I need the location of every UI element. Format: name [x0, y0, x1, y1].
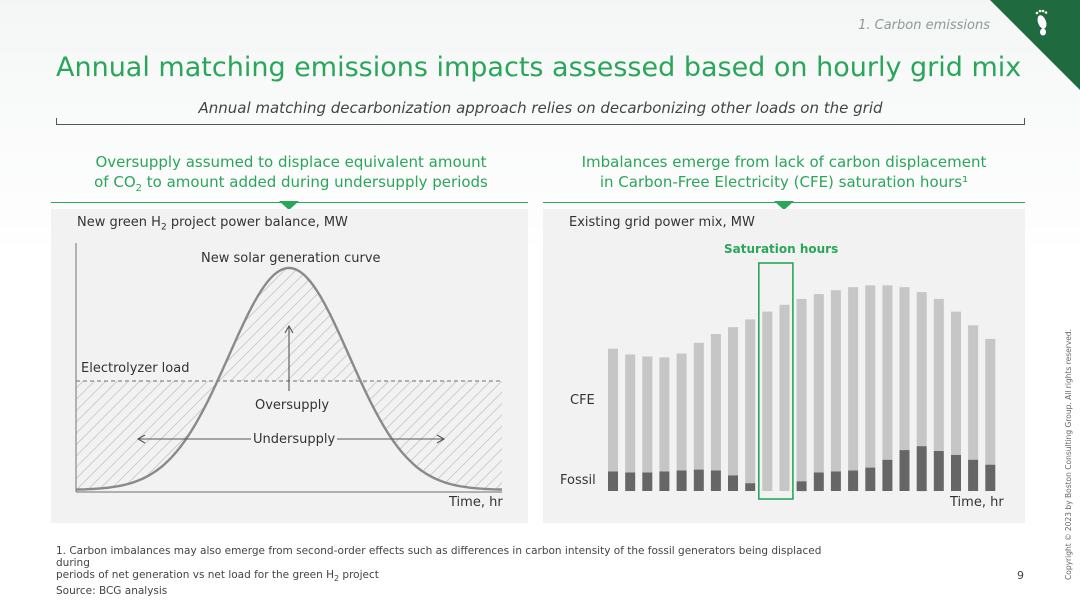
fossil-bar	[951, 454, 961, 491]
cfe-bar	[693, 342, 704, 470]
fossil-bar	[642, 472, 653, 491]
right-chevron-down-icon	[774, 201, 794, 210]
fossil-bar	[625, 472, 636, 491]
cfe-bar	[882, 285, 893, 460]
fossil-bar	[676, 470, 687, 491]
source-note: Source: BCG analysis	[56, 585, 168, 598]
cfe-bar	[951, 311, 961, 455]
section-tag: 1. Carbon emissions	[858, 18, 990, 33]
solar-curve-label: New solar generation curve	[201, 251, 381, 266]
fossil-bar	[848, 470, 859, 491]
fossil-bar	[813, 472, 824, 491]
cfe-bar	[779, 304, 790, 491]
fossil-bar	[659, 471, 670, 491]
left-chevron-down-icon	[279, 201, 299, 210]
cfe-bar	[608, 348, 618, 472]
page-number: 9	[1017, 569, 1024, 582]
right-heading-line2: in Carbon-Free Electricity (CFE) saturat…	[599, 173, 969, 191]
cfe-bar	[848, 287, 859, 471]
left-heading-line1: Oversupply assumed to displace equivalen…	[95, 153, 487, 171]
footnote: 1. Carbon imbalances may also emerge fro…	[56, 545, 856, 597]
cfe-bar	[865, 285, 876, 468]
solar-generation-curve	[75, 266, 503, 491]
page-title: Annual matching emissions impacts assess…	[56, 52, 1022, 83]
right-column-heading: Imbalances emerge from lack of carbon di…	[543, 152, 1025, 192]
cfe-bar	[676, 353, 687, 471]
fossil-bar	[865, 467, 876, 491]
right-chart-panel: Existing grid power mix, MW Saturation h…	[543, 209, 1025, 523]
cfe-bar	[796, 298, 807, 482]
cfe-bar	[985, 338, 996, 465]
undersupply-label: Undersupply	[251, 432, 338, 447]
cfe-bar	[625, 354, 636, 473]
left-heading-line2: of CO2 to amount added during undersuppl…	[94, 173, 488, 194]
cfe-bar	[659, 357, 670, 472]
cfe-bar	[813, 294, 824, 473]
fossil-bar	[745, 483, 756, 491]
right-chart-title: Existing grid power mix, MW	[569, 215, 755, 230]
right-heading-line1: Imbalances emerge from lack of carbon di…	[581, 153, 987, 171]
left-x-axis-label: Time, hr	[449, 495, 503, 510]
fossil-bar	[933, 451, 944, 491]
cfe-bar	[968, 325, 979, 460]
oversupply-arrow	[284, 324, 294, 391]
subtitle-bracket	[56, 118, 1025, 125]
cfe-bar	[710, 334, 721, 471]
electrolyzer-load-label: Electrolyzer load	[81, 361, 190, 376]
fossil-bar	[830, 471, 841, 491]
corner-badge	[990, 0, 1080, 90]
fossil-bar	[728, 475, 738, 491]
page-subtitle: Annual matching decarbonization approach…	[198, 99, 883, 117]
saturation-hours-box	[758, 262, 794, 500]
cfe-bar	[642, 356, 653, 473]
saturation-hours-label: Saturation hours	[724, 242, 839, 256]
cfe-bar	[762, 311, 773, 491]
fossil-bar	[608, 471, 618, 491]
cfe-bar	[728, 327, 738, 476]
footnote-line1: 1. Carbon imbalances may also emerge fro…	[56, 545, 822, 569]
fossil-bar	[899, 450, 910, 491]
cfe-bar	[933, 298, 944, 451]
fossil-bar	[882, 459, 893, 491]
cfe-label: CFE	[570, 393, 595, 408]
left-chart-panel: New green H2 project power balance, MW N…	[51, 209, 528, 523]
oversupply-area	[76, 268, 502, 381]
fossil-bar	[985, 464, 996, 491]
bars-group	[608, 285, 996, 492]
left-column-heading: Oversupply assumed to displace equivalen…	[51, 152, 531, 199]
right-x-axis-label: Time, hr	[950, 495, 1004, 510]
fossil-bar	[796, 481, 807, 492]
fossil-bar	[916, 446, 927, 492]
cfe-bar	[916, 292, 927, 447]
fossil-bar	[693, 469, 704, 491]
cfe-bar	[745, 319, 756, 484]
oversupply-label: Oversupply	[255, 398, 330, 413]
cfe-bar	[830, 290, 841, 472]
footnote-line2: periods of net generation vs net load fo…	[56, 569, 379, 584]
footprint-icon	[1035, 9, 1048, 36]
cfe-bar	[899, 287, 910, 450]
background-photo	[0, 0, 1080, 245]
left-chart-title: New green H2 project power balance, MW	[77, 215, 348, 233]
undersupply-area	[76, 381, 502, 490]
fossil-bar	[710, 470, 721, 491]
fossil-label: Fossil	[560, 473, 596, 488]
copyright-notice: Copyright © 2023 by Boston Consulting Gr…	[1064, 328, 1073, 580]
background-fade	[0, 0, 1080, 245]
fossil-bar	[968, 459, 979, 491]
grid-power-mix-chart	[608, 262, 996, 500]
